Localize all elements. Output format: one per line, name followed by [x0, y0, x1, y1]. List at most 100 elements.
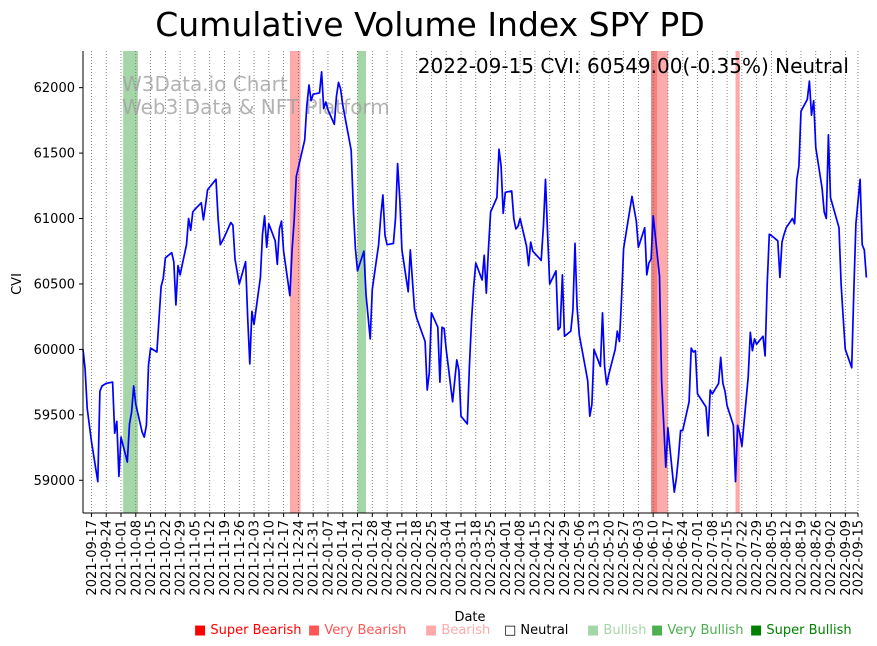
x-tick-label: 2022-09-15 [852, 520, 867, 596]
x-tick-label: 2021-10-01 [115, 520, 130, 596]
x-tick-label: 2021-12-03 [248, 520, 263, 596]
x-tick-label: 2021-12-17 [277, 520, 292, 596]
x-tick-label: 2022-08-12 [780, 520, 795, 596]
legend-label: Neutral [520, 623, 568, 638]
x-tick-label: 2022-01-07 [321, 520, 336, 596]
legend-label: Bullish [603, 623, 646, 638]
x-tick-label: 2022-04-22 [543, 520, 558, 596]
x-tick-label: 2022-09-09 [839, 520, 854, 596]
legend-item: ■ Very Bullish [651, 623, 743, 638]
x-tick-label: 2022-05-20 [602, 520, 617, 596]
x-tick-label: 2021-09-24 [100, 520, 115, 596]
legend-label: Very Bullish [667, 623, 743, 638]
legend-label: Super Bullish [766, 623, 851, 638]
x-axis-label: Date [454, 610, 485, 625]
x-tick-label: 2021-10-15 [144, 520, 159, 596]
sentiment-band [657, 51, 668, 513]
legend-label: Very Bearish [324, 623, 406, 638]
x-tick-label: 2022-07-08 [706, 520, 721, 596]
x-tick-label: 2021-11-26 [233, 520, 248, 596]
x-tick-label: 2022-04-15 [528, 520, 543, 596]
x-tick-label: 2022-05-27 [617, 520, 632, 596]
axes [82, 51, 858, 514]
vertical-gridlines [91, 51, 859, 513]
x-tick-label: 2022-03-18 [469, 520, 484, 596]
legend-swatch: ■ [651, 623, 667, 638]
x-tick-label: 2022-04-29 [558, 520, 573, 596]
x-tick-label: 2021-12-24 [292, 520, 307, 596]
legend-label: Super Bearish [210, 623, 301, 638]
y-tick-label: 60000 [34, 343, 75, 358]
legend-swatch: ■ [308, 623, 324, 638]
x-tick-label: 2022-02-11 [395, 520, 410, 596]
x-tick-label: 2022-07-22 [735, 520, 750, 596]
sentiment-bands [123, 51, 740, 513]
x-tick-label: 2022-03-04 [440, 520, 455, 596]
x-tick-label: 2022-07-15 [721, 520, 736, 596]
legend-item: ■ Very Bearish [308, 623, 406, 638]
x-tick-label: 2022-05-13 [588, 520, 603, 596]
x-tick-label: 2022-06-24 [676, 520, 691, 596]
watermark: W3Data.io Chart Web3 Data & NFT Platform [122, 72, 390, 119]
legend-item: □ Neutral [504, 623, 568, 638]
x-tick-label: 2022-03-25 [484, 520, 499, 596]
x-tick-label: 2021-09-17 [85, 520, 100, 596]
x-tick-label: 2022-01-21 [351, 520, 366, 596]
y-tick-label: 59500 [34, 408, 75, 423]
y-tick-label: 61000 [34, 212, 75, 227]
x-tick-label: 2022-06-17 [661, 520, 676, 596]
cvi-series-line [82, 71, 868, 493]
x-tick-label: 2022-01-14 [336, 520, 351, 596]
legend-swatch: ■ [194, 623, 210, 638]
x-tick-label: 2022-02-04 [381, 520, 396, 596]
x-tick-label: 2022-04-08 [514, 520, 529, 596]
x-tick-label: 2022-08-05 [765, 520, 780, 596]
x-tick-label: 2021-12-10 [262, 520, 277, 596]
legend-item: ■ Bullish [587, 623, 646, 638]
x-tick-label: 2022-04-01 [499, 520, 514, 596]
legend-swatch: □ [504, 623, 520, 638]
watermark-line-2: Web3 Data & NFT Platform [122, 95, 390, 119]
x-tick-label: 2022-09-02 [824, 520, 839, 596]
legend-label: Bearish [441, 623, 490, 638]
x-tick-label: 2022-08-19 [794, 520, 809, 596]
sentiment-band [651, 51, 658, 513]
x-tick-label: 2021-12-31 [307, 520, 322, 596]
x-tick-label: 2021-11-12 [203, 520, 218, 596]
legend-swatch: ■ [425, 623, 441, 638]
x-tick-label: 2021-10-08 [129, 520, 144, 596]
x-tick-label: 2022-05-06 [573, 520, 588, 596]
y-tick-label: 59000 [34, 474, 75, 489]
x-tick-label: 2022-07-29 [750, 520, 765, 596]
sentiment-band [357, 51, 366, 513]
x-tick-label: 2022-02-25 [425, 520, 440, 596]
latest-value-annotation: 2022-09-15 CVI: 60549.00(-0.35%) Neutral [418, 54, 849, 78]
legend-item: ■ Bearish [425, 623, 490, 638]
legend-item: ■ Super Bullish [750, 623, 852, 638]
x-tick-label: 2021-10-22 [159, 520, 174, 596]
x-tick-label: 2022-07-01 [691, 520, 706, 596]
legend-item: ■ Super Bearish [194, 623, 302, 638]
y-tick-label: 62000 [34, 81, 75, 96]
x-tick-label: 2022-06-10 [647, 520, 662, 596]
sentiment-band [735, 51, 740, 513]
watermark-line-1: W3Data.io Chart [122, 72, 288, 96]
y-tick-label: 60500 [34, 277, 75, 292]
x-tick-label: 2022-01-28 [366, 520, 381, 596]
x-axis-ticks: 2021-09-17 2021-09-24 2021-10-01 2021-10-08… [85, 513, 867, 596]
x-tick-label: 2022-03-11 [454, 520, 469, 596]
y-axis-label: CVI [10, 273, 25, 295]
sentiment-band [289, 51, 301, 513]
x-tick-label: 2021-11-05 [188, 520, 203, 596]
x-tick-label: 2022-06-03 [632, 520, 647, 596]
legend-swatch: ■ [750, 623, 766, 638]
y-axis-ticks: 59000 59500 60000 60500 61000 61500 62000 [34, 81, 83, 489]
x-tick-label: 2022-02-18 [410, 520, 425, 596]
legend-swatch: ■ [587, 623, 603, 638]
chart-title: Cumulative Volume Index SPY PD [155, 5, 704, 44]
x-tick-label: 2022-08-26 [809, 520, 824, 596]
legend: ■ Super Bearish ■ Very Bearish ■ Bearish □ … [194, 623, 852, 638]
x-tick-label: 2021-10-29 [174, 520, 189, 596]
y-tick-label: 61500 [34, 147, 75, 162]
